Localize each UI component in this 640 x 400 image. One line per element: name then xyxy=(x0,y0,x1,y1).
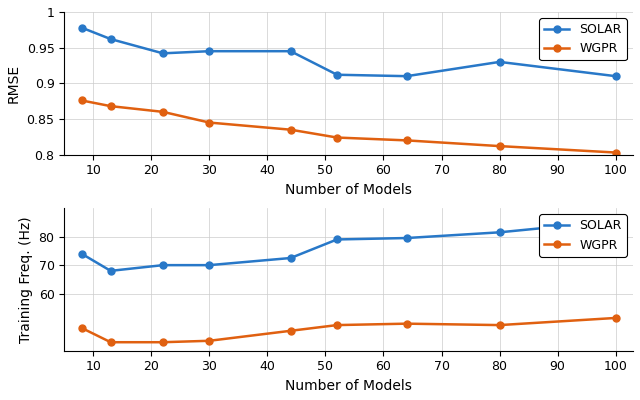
Line: WGPR: WGPR xyxy=(78,314,619,346)
WGPR xyxy=(333,323,341,328)
SOLAR xyxy=(612,218,620,223)
Legend: SOLAR, WGPR: SOLAR, WGPR xyxy=(540,18,627,60)
X-axis label: Number of Models: Number of Models xyxy=(285,379,412,393)
WGPR xyxy=(287,328,294,333)
SOLAR xyxy=(205,263,213,268)
WGPR xyxy=(205,338,213,343)
SOLAR xyxy=(159,263,167,268)
WGPR xyxy=(612,150,620,155)
SOLAR xyxy=(287,49,294,54)
SOLAR xyxy=(107,37,115,42)
SOLAR xyxy=(78,251,86,256)
SOLAR xyxy=(403,236,410,240)
Y-axis label: RMSE: RMSE xyxy=(7,64,21,103)
WGPR xyxy=(107,340,115,345)
Y-axis label: Training Freq. (Hz): Training Freq. (Hz) xyxy=(19,216,33,343)
SOLAR xyxy=(496,60,504,64)
WGPR xyxy=(333,135,341,140)
SOLAR xyxy=(205,49,213,54)
Line: WGPR: WGPR xyxy=(78,97,619,156)
WGPR xyxy=(287,127,294,132)
X-axis label: Number of Models: Number of Models xyxy=(285,183,412,197)
SOLAR xyxy=(496,230,504,235)
Line: SOLAR: SOLAR xyxy=(78,24,619,80)
WGPR xyxy=(403,138,410,143)
SOLAR xyxy=(287,256,294,260)
WGPR xyxy=(205,120,213,125)
WGPR xyxy=(159,340,167,345)
SOLAR xyxy=(78,25,86,30)
WGPR xyxy=(496,323,504,328)
WGPR xyxy=(159,110,167,114)
WGPR xyxy=(496,144,504,148)
Line: SOLAR: SOLAR xyxy=(78,218,619,274)
WGPR xyxy=(612,316,620,320)
WGPR xyxy=(107,104,115,108)
SOLAR xyxy=(403,74,410,78)
WGPR xyxy=(403,321,410,326)
SOLAR xyxy=(333,72,341,77)
SOLAR xyxy=(333,237,341,242)
SOLAR xyxy=(612,74,620,78)
SOLAR xyxy=(159,51,167,56)
Legend: SOLAR, WGPR: SOLAR, WGPR xyxy=(540,214,627,256)
SOLAR xyxy=(107,268,115,273)
WGPR xyxy=(78,326,86,330)
WGPR xyxy=(78,98,86,103)
